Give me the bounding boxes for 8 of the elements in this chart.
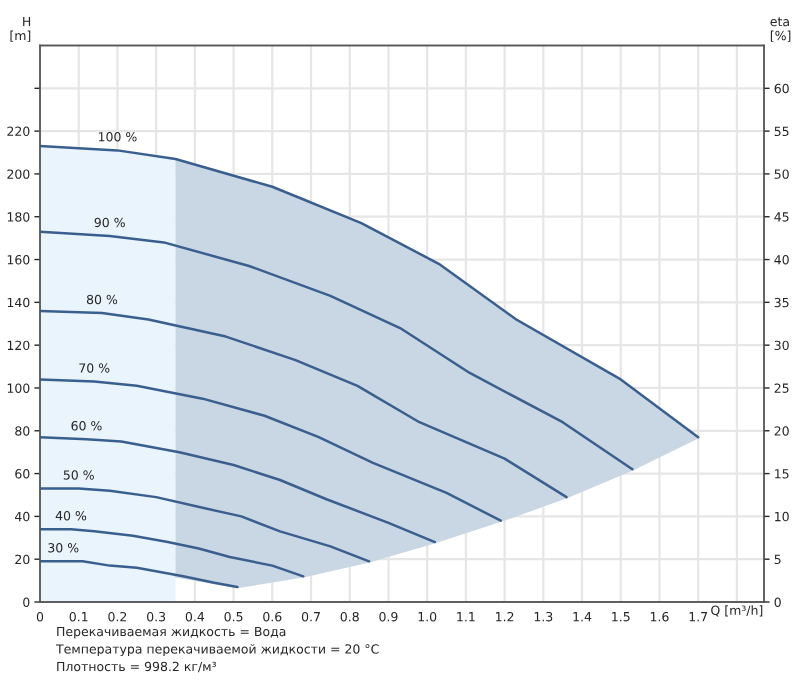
line-series	[40, 435, 437, 544]
line-series	[40, 560, 239, 589]
line-series	[40, 144, 700, 439]
line-series	[40, 527, 305, 578]
line-series	[40, 230, 634, 471]
line-series	[40, 378, 502, 522]
line-series	[40, 309, 568, 499]
line-series	[40, 487, 371, 563]
